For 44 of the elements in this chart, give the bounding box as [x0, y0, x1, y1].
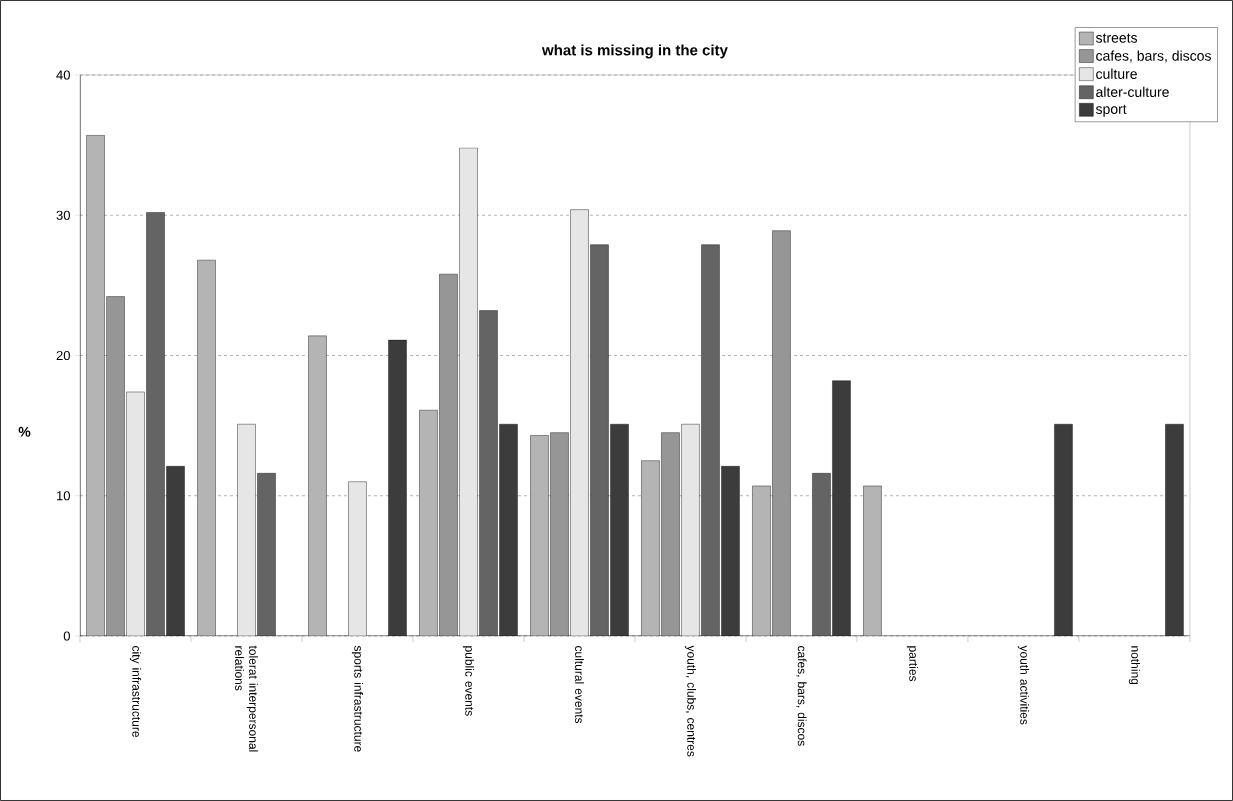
bar: [126, 391, 145, 636]
bar: [106, 296, 125, 636]
chart-title: what is missing in the city: [541, 44, 728, 59]
legend-label: cafes, bars, discos: [1096, 50, 1211, 63]
x-tick-label: cafes, bars, discos: [796, 646, 807, 746]
bar: [459, 147, 478, 636]
bar: [86, 135, 105, 636]
bar: [388, 339, 407, 636]
y-tick-label: 0: [63, 631, 70, 641]
y-tick-label: 30: [56, 210, 70, 220]
bar: [1054, 424, 1073, 636]
bar: [772, 230, 791, 636]
bar: [348, 481, 367, 636]
bar: [530, 435, 549, 636]
bar: [1165, 424, 1184, 636]
bar: [641, 460, 660, 636]
x-tick-label: public events: [462, 646, 475, 716]
legend-label: streets: [1095, 33, 1138, 43]
x-tick-label: cultural events: [575, 646, 584, 724]
bar: [570, 209, 589, 636]
x-tick-label: city infrastructure: [129, 646, 142, 738]
bar: [550, 432, 569, 636]
legend-label: sport: [1095, 104, 1127, 117]
bar: [237, 424, 256, 636]
bar: [439, 273, 458, 636]
x-tick-label: tolerat interpersonal relations: [235, 645, 258, 752]
bar: [197, 259, 216, 636]
bar: [752, 485, 771, 636]
x-tick-label: youth activities: [1017, 645, 1030, 725]
y-axis-title: %: [18, 426, 31, 437]
bar: [308, 335, 327, 636]
x-tick-label: parties: [906, 646, 919, 682]
y-tick-label: 10: [57, 491, 70, 501]
legend-label: culture: [1096, 68, 1137, 79]
legend-label: alter-culture: [1096, 86, 1169, 97]
x-tick-label: nothing: [1128, 646, 1141, 685]
bar: [419, 410, 438, 636]
bar: [661, 432, 680, 636]
x-tick-label: youth, clubs, centres: [684, 645, 697, 757]
bar: [681, 424, 700, 636]
y-tick-label: 20: [56, 350, 70, 361]
x-tick-label: sports infrastructure: [351, 645, 364, 752]
y-tick-label: 40: [56, 70, 70, 80]
bar: [863, 485, 882, 636]
